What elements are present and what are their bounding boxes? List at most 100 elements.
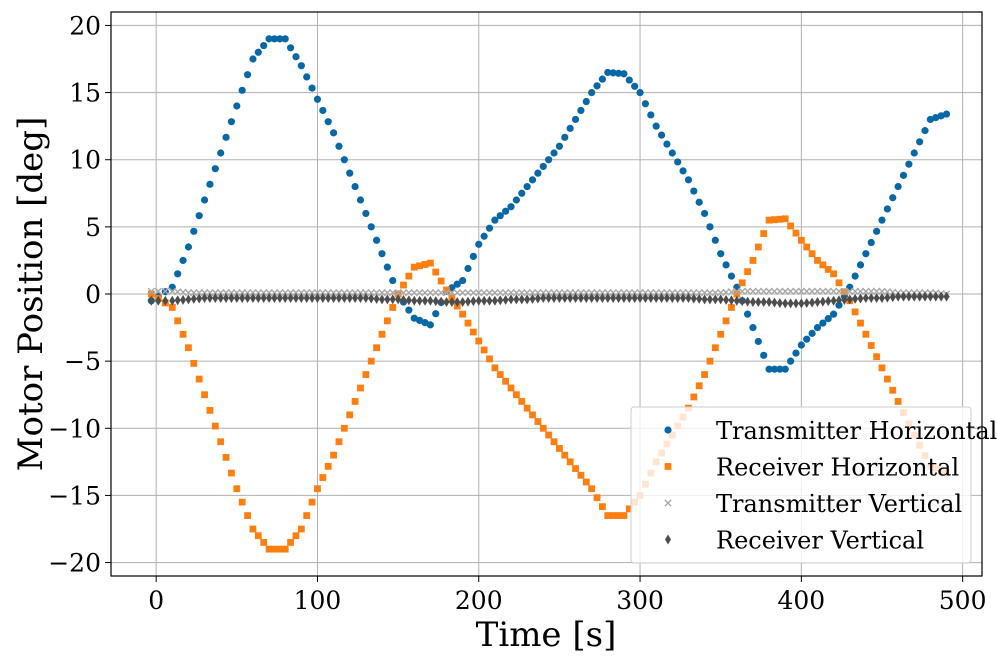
data-point xyxy=(561,288,569,297)
data-point xyxy=(169,295,176,306)
data-point xyxy=(824,315,832,323)
data-point xyxy=(335,288,343,297)
data-point xyxy=(851,272,859,280)
y-axis: −20 −15 −10 −5 0 5 10 15 20 xyxy=(48,11,111,578)
data-point xyxy=(276,545,284,553)
y-tick-label: 20 xyxy=(69,11,101,40)
data-point xyxy=(657,131,666,139)
data-point xyxy=(625,288,633,297)
data-point xyxy=(475,288,483,297)
data-point xyxy=(378,288,386,297)
y-tick-label: 5 xyxy=(85,213,101,242)
data-point xyxy=(324,118,332,126)
data-point xyxy=(588,88,596,97)
data-point xyxy=(351,398,359,405)
data-point xyxy=(496,288,504,297)
data-point xyxy=(711,236,719,244)
data-point xyxy=(540,293,547,304)
data-point xyxy=(271,545,278,553)
data-point xyxy=(803,287,811,296)
data-point xyxy=(244,293,251,304)
data-point xyxy=(835,287,843,296)
data-point xyxy=(771,297,778,308)
data-point xyxy=(421,261,429,268)
y-tick-label: −5 xyxy=(64,347,101,376)
data-point xyxy=(255,293,262,304)
data-point xyxy=(700,288,709,297)
data-point xyxy=(222,133,230,141)
data-point xyxy=(368,293,375,304)
data-point xyxy=(249,293,256,304)
data-point xyxy=(684,176,693,184)
data-point xyxy=(895,291,902,302)
data-point xyxy=(437,277,445,285)
data-point xyxy=(878,364,886,372)
data-point xyxy=(190,288,198,297)
legend-label: Transmitter Vertical xyxy=(716,490,962,518)
data-point xyxy=(395,294,402,305)
data-point xyxy=(857,319,864,327)
data-point xyxy=(383,317,391,325)
data-point xyxy=(528,176,537,184)
data-point xyxy=(405,272,413,280)
data-point xyxy=(631,82,639,90)
data-point xyxy=(641,288,650,297)
data-point xyxy=(378,330,386,338)
data-point xyxy=(615,293,622,304)
data-point xyxy=(491,295,498,306)
data-point xyxy=(539,162,547,171)
data-point xyxy=(286,288,295,297)
y-tick-label: −20 xyxy=(48,549,101,578)
data-point xyxy=(389,304,397,311)
data-point xyxy=(830,295,837,306)
data-point xyxy=(249,55,257,63)
data-point xyxy=(340,424,348,432)
data-point xyxy=(819,296,826,307)
data-point xyxy=(604,68,612,77)
data-point xyxy=(491,364,499,372)
data-point xyxy=(367,223,375,231)
data-point xyxy=(341,293,348,304)
x-tick-label: 500 xyxy=(939,586,987,615)
data-point xyxy=(642,293,649,304)
data-point xyxy=(502,377,510,385)
data-point xyxy=(243,288,252,297)
data-point xyxy=(443,297,450,308)
data-point xyxy=(161,287,169,296)
data-point xyxy=(803,297,810,308)
data-point xyxy=(427,295,434,306)
data-point xyxy=(201,293,208,304)
data-point xyxy=(319,106,327,115)
x-tick-label: 300 xyxy=(616,586,664,615)
data-point xyxy=(384,294,391,305)
data-point xyxy=(534,288,542,297)
data-point xyxy=(539,424,547,432)
data-point xyxy=(840,287,849,296)
data-point xyxy=(346,288,354,297)
data-point xyxy=(442,288,451,297)
data-point xyxy=(749,297,756,308)
data-point xyxy=(825,296,832,307)
data-point xyxy=(281,545,289,553)
data-point xyxy=(695,288,703,297)
x-axis-label: Time [s] xyxy=(476,615,617,655)
data-point xyxy=(459,297,466,308)
data-point xyxy=(798,298,805,309)
data-point xyxy=(792,349,800,357)
data-point xyxy=(389,288,397,297)
data-point xyxy=(501,288,510,297)
data-point xyxy=(835,295,842,306)
data-point xyxy=(776,297,783,308)
data-point xyxy=(723,294,730,305)
data-point xyxy=(184,243,193,251)
data-point xyxy=(475,295,482,306)
data-point xyxy=(254,288,263,297)
data-point xyxy=(523,182,531,191)
data-point xyxy=(233,485,241,493)
data-point xyxy=(362,293,369,304)
data-point xyxy=(356,196,365,204)
data-point xyxy=(416,316,424,325)
y-tick-label: 15 xyxy=(69,79,101,108)
data-point xyxy=(416,295,423,306)
